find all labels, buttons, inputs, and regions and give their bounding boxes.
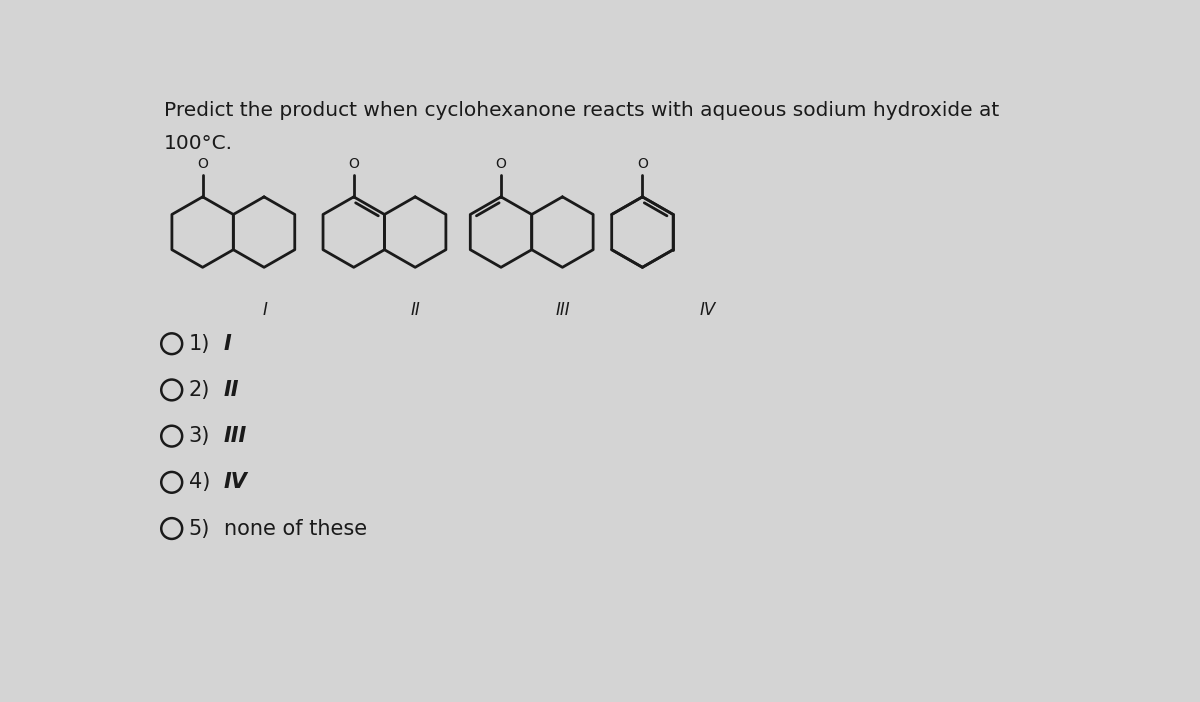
Text: I: I [263,301,268,319]
Text: O: O [637,157,648,171]
Text: 2): 2) [188,380,210,400]
Text: 100°C.: 100°C. [164,133,233,152]
Text: O: O [496,157,506,171]
Text: 3): 3) [188,426,210,446]
Text: none of these: none of these [223,519,367,538]
Text: II: II [410,301,421,319]
Text: IV: IV [223,472,247,492]
Text: III: III [223,426,247,446]
Text: IV: IV [700,301,716,319]
Text: 5): 5) [188,519,210,538]
Text: I: I [223,333,232,354]
Text: 1): 1) [188,333,210,354]
Text: III: III [556,301,570,319]
Text: Predict the product when cyclohexanone reacts with aqueous sodium hydroxide at: Predict the product when cyclohexanone r… [164,101,1000,120]
Text: O: O [348,157,359,171]
Text: II: II [223,380,239,400]
Text: 4): 4) [188,472,210,492]
Text: O: O [197,157,208,171]
